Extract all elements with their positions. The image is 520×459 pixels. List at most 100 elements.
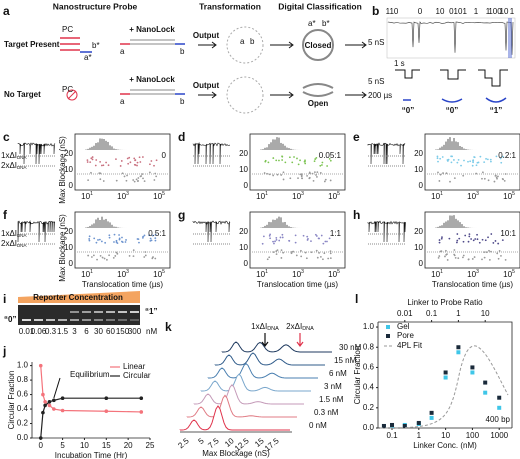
event-dot <box>294 241 297 244</box>
histogram-bar <box>453 137 455 150</box>
gel-band <box>130 311 139 313</box>
event-dot <box>279 236 282 239</box>
event-dot <box>261 242 264 245</box>
histogram-bar <box>449 215 451 228</box>
event-dot <box>464 234 467 237</box>
event-dot <box>463 159 465 162</box>
event-dot <box>108 254 111 257</box>
y-tick-label: 0.6 <box>17 390 29 399</box>
data-point <box>60 396 65 400</box>
event-dot <box>275 253 278 255</box>
event-dot <box>107 164 110 167</box>
level-text: 1xΔI <box>1 229 17 238</box>
x-tick-label: 103 <box>292 191 304 201</box>
concentration-label: 6 <box>84 327 89 336</box>
event-dot <box>267 161 270 164</box>
event-dot <box>93 237 96 240</box>
histogram-bar <box>467 227 469 228</box>
event-dot <box>446 253 448 255</box>
trace-label: 30 nM <box>339 343 362 352</box>
event-dot <box>90 171 92 174</box>
header: Digital Classification <box>278 1 362 11</box>
event-dot <box>306 235 309 238</box>
x-tick-label: 10 <box>441 431 450 440</box>
event-dot <box>290 252 293 255</box>
event-dot <box>454 256 457 259</box>
x-tick-label: 105 <box>503 269 515 279</box>
legend-swatch <box>386 334 390 338</box>
event-dot <box>441 236 443 239</box>
histogram-bar <box>93 145 95 150</box>
event-dot <box>327 257 330 260</box>
event-dot <box>475 172 478 175</box>
event-dot <box>119 165 122 167</box>
tick-base: 10 <box>292 192 301 201</box>
level-sub: DNA <box>17 155 27 160</box>
event-dot <box>132 249 135 252</box>
tick-base: 10 <box>256 270 265 279</box>
event-dot <box>154 239 157 242</box>
histogram-bar <box>451 215 453 228</box>
plot-frame <box>249 211 346 269</box>
event-dot <box>326 240 328 243</box>
event-dot <box>481 258 483 261</box>
event-dot <box>300 173 303 176</box>
histogram-bar <box>461 146 463 150</box>
event-dot <box>326 165 329 167</box>
event-dot <box>125 239 127 241</box>
histogram-bar <box>459 222 461 228</box>
event-dot <box>462 240 465 243</box>
event-traces <box>395 69 508 103</box>
y-axis-label: Circular Fraction <box>353 346 362 405</box>
event-dot <box>86 159 89 162</box>
event-dot <box>310 240 312 242</box>
level-label: 1xΔIDNA <box>251 322 279 332</box>
x-tick-label: 101 <box>81 191 93 201</box>
tick-exp: 1 <box>440 269 443 275</box>
header: Nanostructure Probe <box>53 1 138 11</box>
data-point <box>416 420 421 425</box>
event-dot <box>99 178 102 181</box>
data-point <box>429 410 434 415</box>
event-dot <box>493 180 496 183</box>
event-dot <box>453 177 456 180</box>
strand-label: b <box>250 37 255 46</box>
strand-label: a* <box>308 19 316 28</box>
event-dot <box>90 256 93 258</box>
histogram-bar <box>278 137 280 150</box>
event-dot <box>468 235 471 238</box>
event-dot <box>470 238 473 240</box>
event-dot <box>134 159 137 161</box>
tick-exp: 5 <box>512 191 515 197</box>
level-text: 1xΔI <box>1 151 17 160</box>
panel-label: j <box>2 344 6 358</box>
event-dot <box>266 172 268 175</box>
plot-frame <box>424 211 520 269</box>
x-tick-label: 105 <box>503 191 515 201</box>
histogram-bar <box>435 149 437 150</box>
event-dot <box>439 157 442 160</box>
tick-exp: 5 <box>162 269 165 275</box>
histogram-bar <box>115 226 117 228</box>
event-dot <box>129 161 132 164</box>
panel-label: h <box>353 208 360 222</box>
histogram-bar <box>103 139 105 150</box>
event-dot <box>471 258 474 260</box>
event-dot <box>329 250 332 253</box>
x-tick-label: 1000 <box>490 431 508 440</box>
event-dot <box>438 239 441 241</box>
event-dot <box>275 159 278 162</box>
histogram-bar <box>280 217 282 228</box>
histogram-bar <box>268 221 270 228</box>
event-dot <box>319 255 322 258</box>
event-dot <box>462 174 465 177</box>
event-dot <box>328 158 331 160</box>
event-dot <box>133 180 136 183</box>
event-dot <box>469 160 472 163</box>
event-dot <box>448 237 451 240</box>
level-sub: DNA <box>17 243 27 248</box>
event-dot <box>500 254 502 257</box>
y-tick-label: 10 <box>64 165 73 174</box>
histogram-bar <box>268 144 270 150</box>
legend-label: 4PL Fit <box>397 341 423 350</box>
